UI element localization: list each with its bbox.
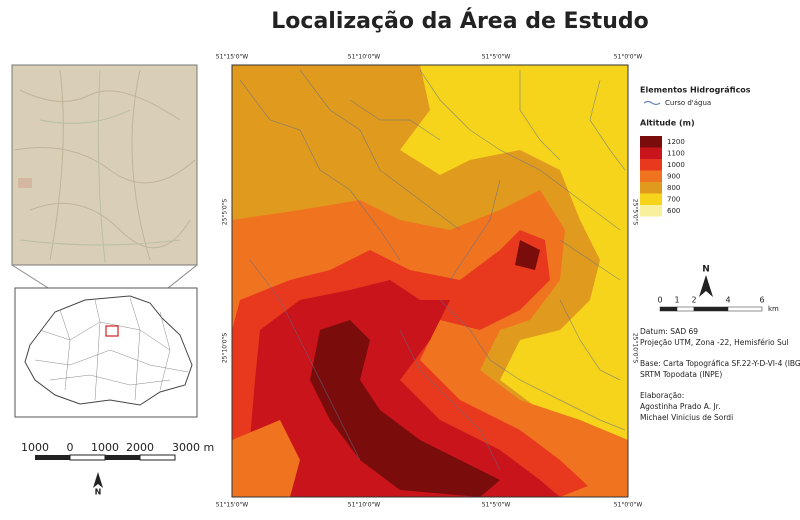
- class-label: 1100: [667, 150, 685, 158]
- note: SRTM Topodata (INPE): [640, 370, 722, 379]
- note: Michael Vinicius de Sordi: [640, 413, 733, 422]
- north-arrow: [699, 275, 713, 297]
- scale-bar: 0 1 2 4 6 km: [657, 296, 779, 314]
- altitude-title: Altitude (m): [640, 119, 695, 128]
- class-swatch: [640, 182, 662, 194]
- altitude-classes: 1200 1100 1000 900 800 700 600: [640, 136, 685, 217]
- coord-label: 51°5'0"W: [482, 502, 511, 509]
- elev-800: [232, 65, 360, 200]
- rivers: [239, 69, 626, 471]
- scale-label: 1: [674, 296, 679, 305]
- note: Base: Carta Topográfica SF.22-Y-D-VI-4 (…: [640, 359, 800, 368]
- note: Projeção UTM, Zona -22, Hemisfério Sul: [640, 338, 789, 347]
- note: Datum: SAD 69: [640, 327, 698, 336]
- river-label: Curso d'água: [665, 99, 711, 107]
- scale-label: 2: [691, 296, 696, 305]
- coord-label: 51°0'0"W: [614, 502, 643, 509]
- river-symbol: [643, 100, 661, 106]
- coord-label: 51°15'0"W: [216, 54, 248, 61]
- scale-segment: [659, 306, 678, 312]
- coord-label: 51°0'0"W: [614, 54, 643, 61]
- title: Localização da Área de Estudo: [271, 8, 648, 34]
- class-label: 1200: [667, 138, 685, 146]
- class-swatch: [640, 136, 662, 148]
- scale-label: 0: [657, 296, 662, 305]
- scale-label: 0: [67, 441, 74, 454]
- coord-label: 51°10'0"W: [348, 502, 380, 509]
- notes: Datum: SAD 69 Projeção UTM, Zona -22, Hem…: [640, 327, 800, 422]
- topo-sheet: [11, 64, 198, 266]
- scale-segment: [727, 306, 763, 312]
- coordinates: 51°15'0"W 51°10'0"W 51°5'0"W 51°0'0"W 51°15'…: [216, 54, 643, 509]
- hydro-title: Elementos Hidrográficos: [640, 86, 751, 95]
- scale-segment: [69, 454, 106, 461]
- class-swatch: [640, 147, 662, 159]
- scale-label: 1000: [91, 441, 119, 454]
- class-swatch: [640, 193, 662, 205]
- coord-label: 25°5'0"S: [632, 199, 639, 226]
- class-label: 900: [667, 173, 680, 181]
- class-swatch: [640, 205, 662, 217]
- study-area-marker: [105, 325, 119, 337]
- scale-label: 2000: [126, 441, 154, 454]
- scale-label: 1000: [21, 441, 49, 454]
- elev-900: [232, 420, 628, 497]
- class-swatch: [640, 159, 662, 171]
- map-frame: [231, 64, 629, 498]
- class-swatch: [640, 170, 662, 182]
- scale-label: 6: [759, 296, 764, 305]
- note: Agostinha Prado A. Jr.: [640, 402, 720, 411]
- coord-label: 25°5'0"S: [222, 199, 229, 226]
- coord-label: 51°15'0"W: [216, 502, 248, 509]
- scale-label: 3000 m: [172, 441, 214, 454]
- scale-segment: [105, 455, 140, 460]
- north-label: N: [702, 265, 710, 275]
- scale-label: 4: [725, 296, 730, 305]
- north-arrow: [93, 472, 103, 488]
- scale-unit: km: [768, 305, 779, 313]
- elevation-map: [232, 65, 628, 497]
- inset-scale: 1000 0 1000 2000 3000 m: [21, 441, 214, 461]
- scale-segment: [35, 455, 70, 460]
- scale-segment: [676, 306, 695, 312]
- scale-segment: [693, 306, 729, 312]
- scale-segment: [139, 454, 176, 461]
- class-label: 800: [667, 184, 680, 192]
- topo-texture: [14, 69, 196, 263]
- coord-label: 51°5'0"W: [482, 54, 511, 61]
- note: Elaboração:: [640, 391, 684, 400]
- elev-1200: [310, 240, 540, 497]
- class-label: 1000: [667, 161, 685, 169]
- coord-label: 25°10'0"S: [222, 333, 229, 363]
- north-label: N: [95, 488, 102, 497]
- coord-label: 51°10'0"W: [348, 54, 380, 61]
- municipalities: [34, 297, 189, 401]
- coord-label: 25°10'0"S: [632, 333, 639, 363]
- class-label: 700: [667, 196, 680, 204]
- class-label: 600: [667, 207, 680, 215]
